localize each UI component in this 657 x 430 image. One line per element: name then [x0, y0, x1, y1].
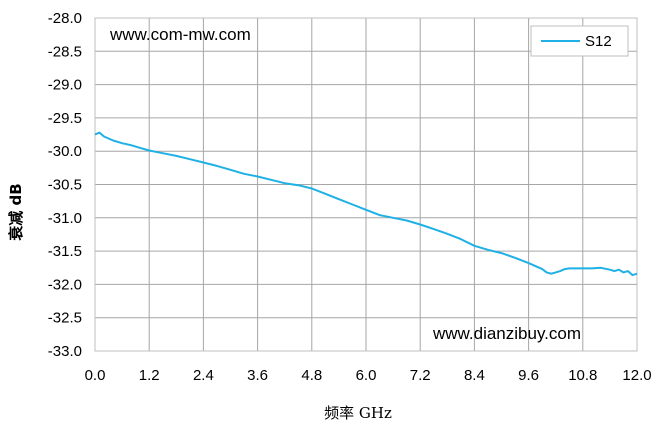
x-tick-label: 4.8 [301, 367, 322, 384]
series-layer [94, 131, 638, 277]
annotation-top: www.com-mw.com [109, 25, 251, 44]
y-tick-label: -30.5 [48, 177, 82, 194]
legend-label: S12 [585, 33, 612, 50]
y-tick-label: -28.5 [48, 43, 82, 60]
y-tick-label: -33.0 [48, 343, 82, 360]
x-tick-label: 1.2 [139, 367, 160, 384]
x-axis-label: 频率 GHz [324, 404, 392, 422]
x-tick-label: 12.0 [622, 367, 651, 384]
y-tick-label: -28.0 [48, 10, 82, 27]
y-axis-ticks: -28.0 -28.5 -29.0 -29.5 -30.0 -30.5 -31.0 -31.5… [48, 10, 82, 360]
y-tick-label: -29.5 [48, 110, 82, 127]
annotation-bottom: www.dianzibuy.com [432, 324, 581, 343]
x-tick-label: 6.0 [356, 367, 377, 384]
x-tick-label: 3.6 [247, 367, 268, 384]
y-tick-label: -32.5 [48, 310, 82, 327]
x-tick-label: 0.0 [85, 367, 106, 384]
y-axis-label: 衰减 dB [7, 183, 25, 241]
series-line-s12 [94, 131, 638, 277]
legend: S12 [530, 25, 629, 57]
y-tick-label: -29.0 [48, 77, 82, 94]
x-tick-label: 8.4 [464, 367, 485, 384]
x-tick-label: 10.8 [568, 367, 597, 384]
y-tick-label: -31.0 [48, 210, 82, 227]
x-tick-label: 2.4 [193, 367, 214, 384]
y-tick-label: -30.0 [48, 143, 82, 160]
x-tick-label: 7.2 [410, 367, 431, 384]
x-tick-label: 9.6 [518, 367, 539, 384]
grid [94, 17, 638, 352]
x-axis-ticks: 0.0 1.2 2.4 3.6 4.8 6.0 7.2 8.4 9.6 10.8 12.0 [85, 367, 652, 384]
y-tick-label: -32.0 [48, 276, 82, 293]
y-tick-label: -31.5 [48, 243, 82, 260]
plot-area-frame [94, 17, 638, 352]
